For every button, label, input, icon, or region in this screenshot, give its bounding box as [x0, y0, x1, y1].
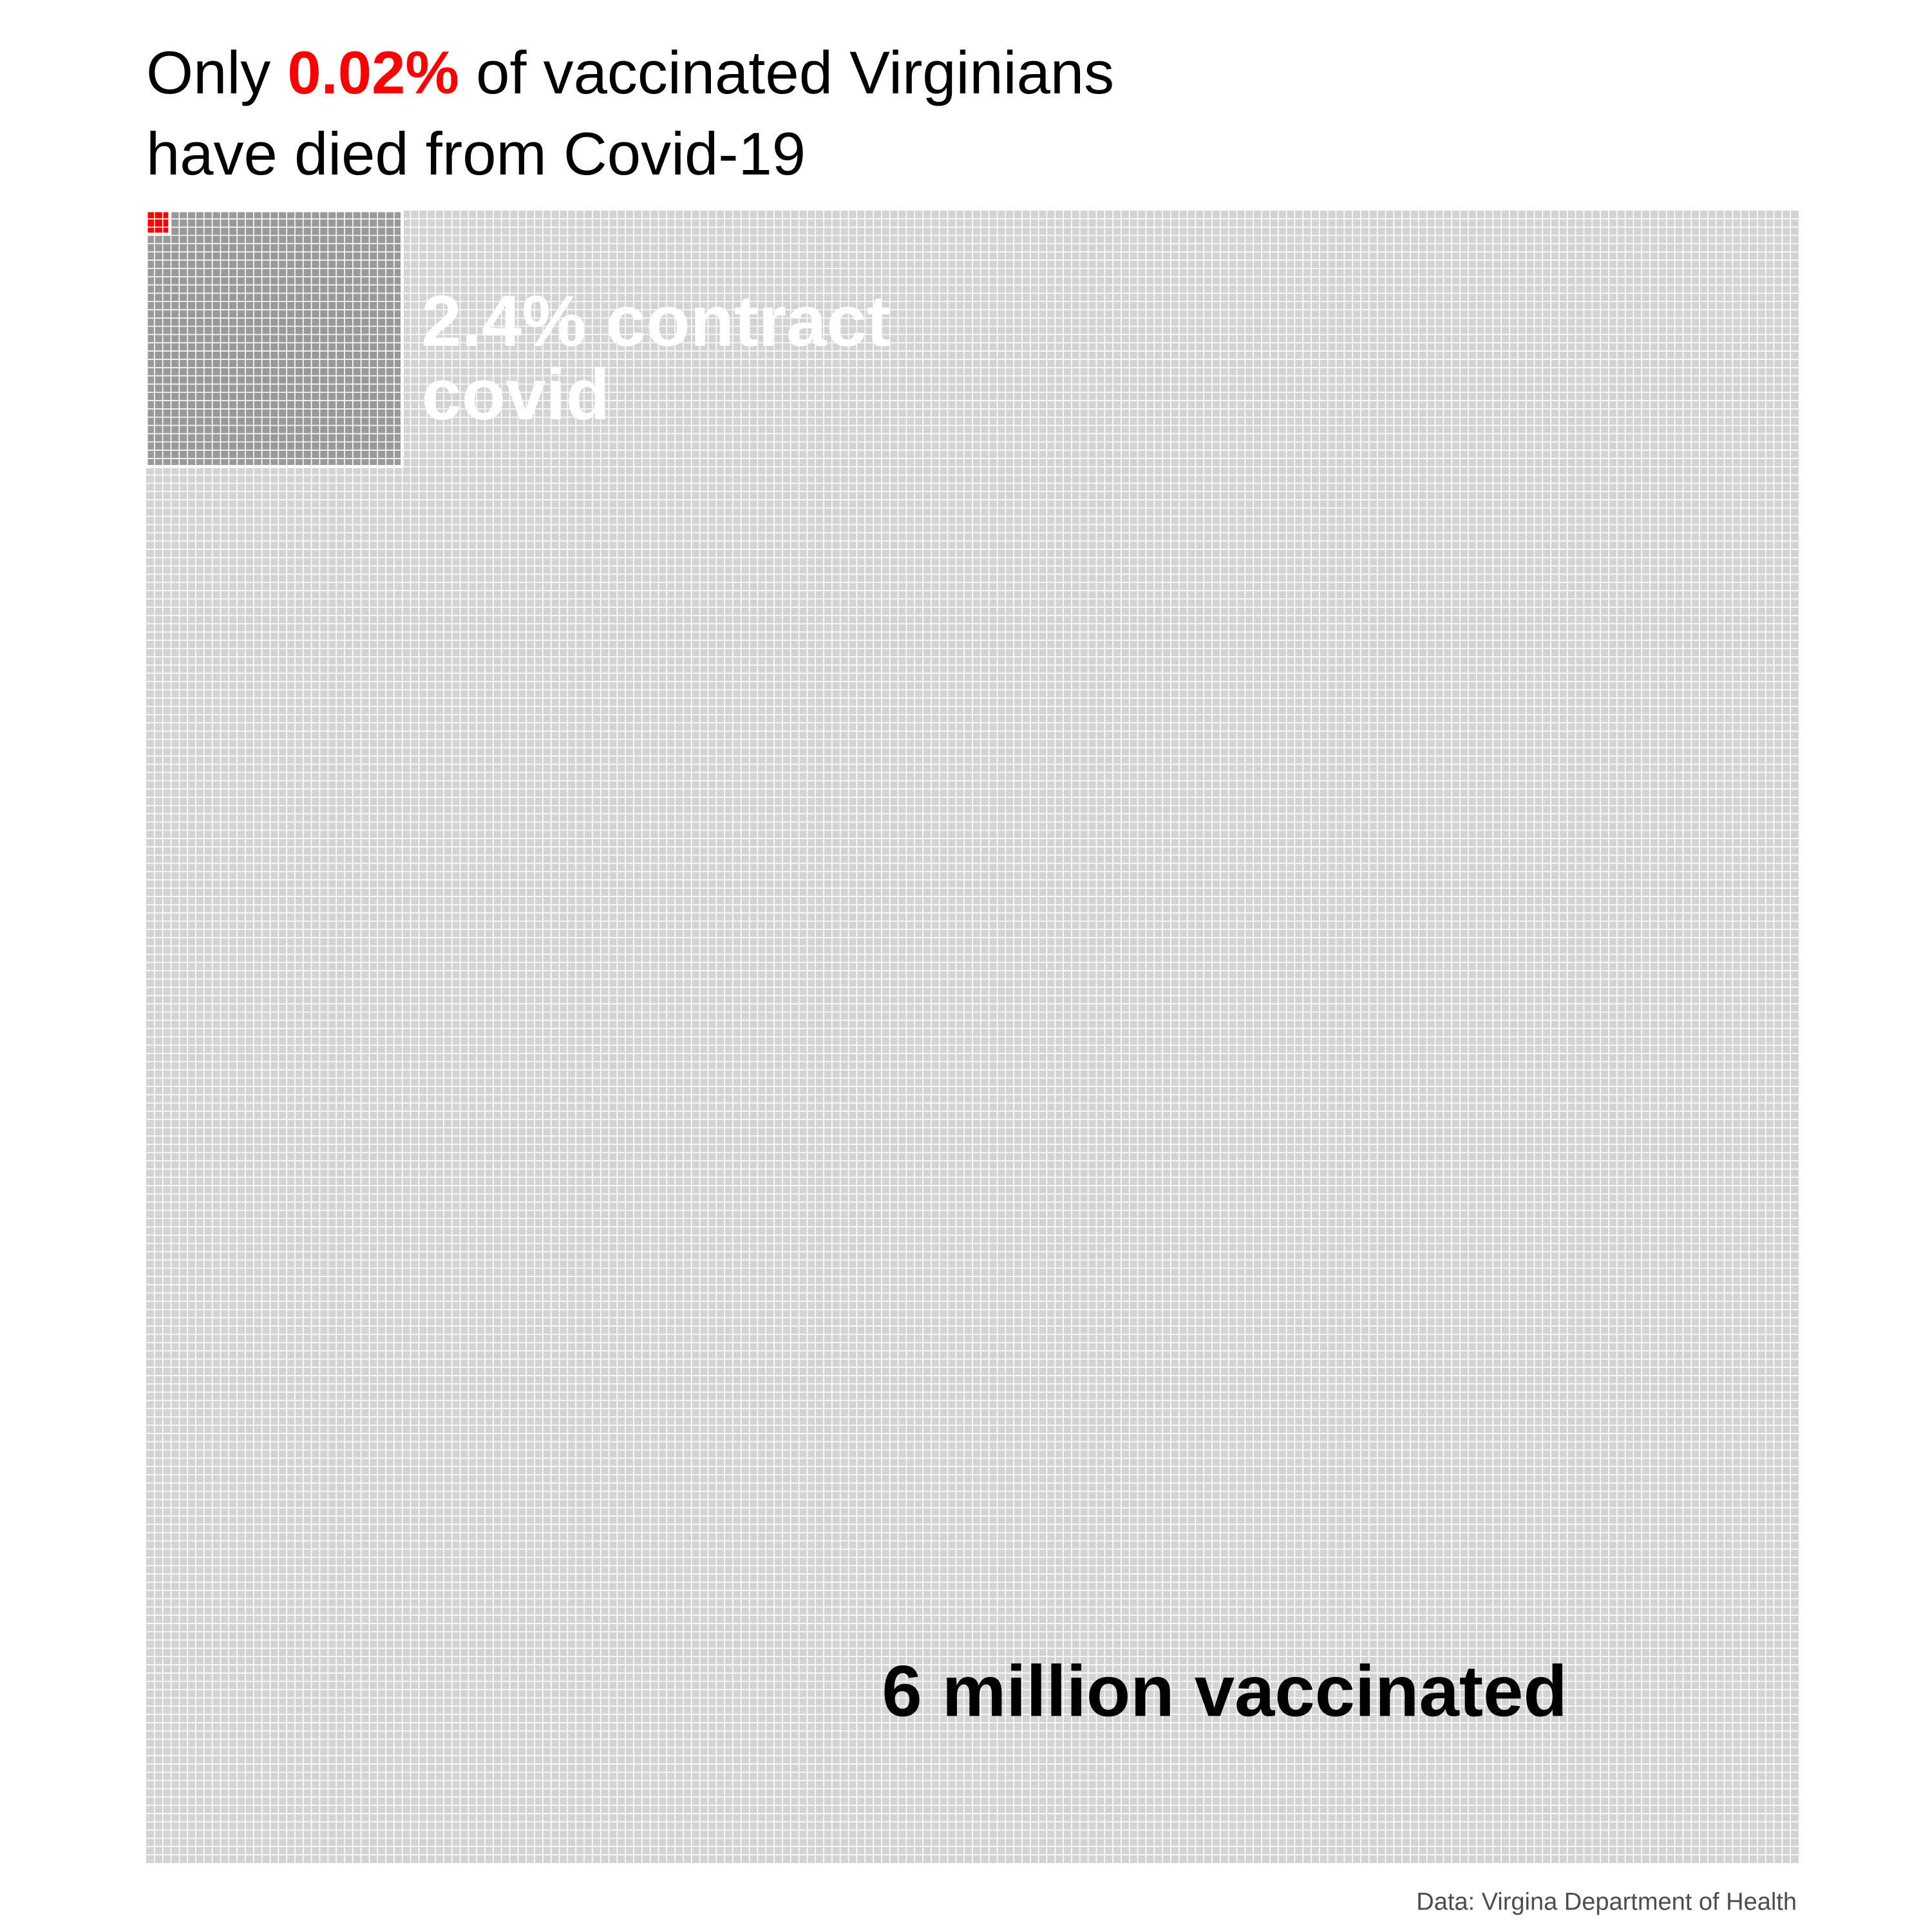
- waffle-area-contract-covid: [146, 211, 402, 467]
- title-highlight: 0.02%: [287, 39, 459, 106]
- waffle-gridlines: [146, 211, 1799, 1863]
- contract-covid-label: 2.4% contract covid: [422, 281, 891, 435]
- vaccinated-total-label: 6 million vaccinated: [882, 1651, 1567, 1732]
- title-prefix: Only: [146, 39, 288, 106]
- title-line1-suffix: of vaccinated Virginians: [459, 39, 1115, 106]
- waffle-area-died: [146, 211, 170, 234]
- source-caption: Data: Virgina Department of Health: [1416, 1888, 1797, 1916]
- contract-covid-outline: [144, 209, 404, 469]
- died-outline: [145, 209, 171, 236]
- title-line2: have died from Covid-19: [146, 120, 806, 187]
- chart-title: Only 0.02% of vaccinated Virginians have…: [146, 32, 1821, 194]
